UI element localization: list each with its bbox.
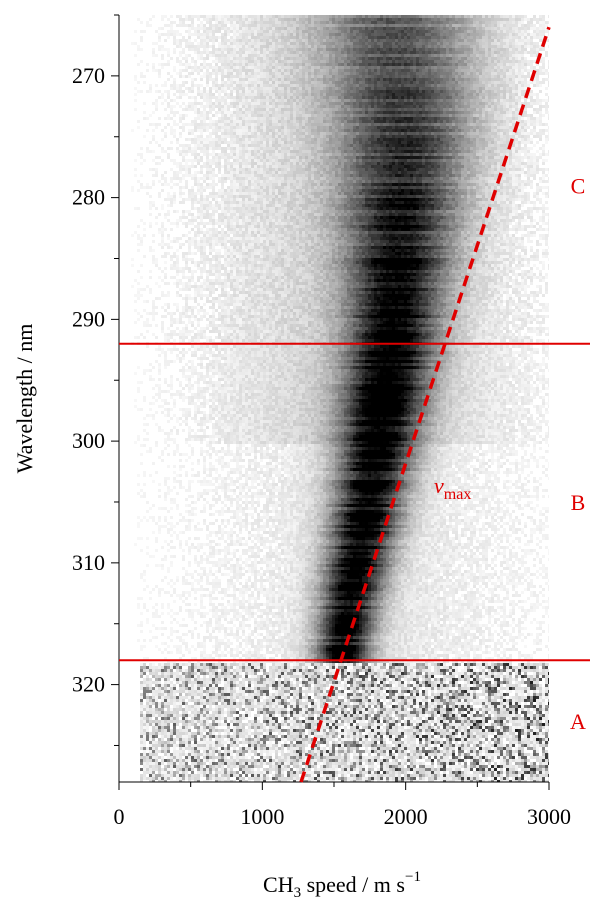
y-tick-label-320: 320 [72,672,105,697]
region-label-C: C [571,173,586,198]
y-tick-label-280: 280 [72,185,105,210]
region-label-A: A [570,709,586,734]
y-tick-label-270: 270 [72,63,105,88]
x-tick-label-1000: 1000 [240,804,284,829]
x-axis-title-part-3: −1 [405,869,421,885]
x-axis-title-part-2: speed / m s [301,872,405,897]
region-label-B: B [571,490,586,515]
x-axis-title-part-0: CH [263,872,294,897]
x-axis-title-part-1: 3 [294,885,302,899]
x-tick-label-3000: 3000 [527,804,571,829]
y-tick-label-310: 310 [72,550,105,575]
x-axis-title: CH3 speed / m s−1 [263,869,421,899]
x-tick-label-2000: 2000 [384,804,428,829]
vmax-label-symbol: v [434,473,444,498]
x-tick-label-0: 0 [114,804,125,829]
y-tick-label-300: 300 [72,428,105,453]
y-axis-title: Wavelength / nm [12,324,37,474]
y-tick-label-290: 290 [72,306,105,331]
heatmap [119,15,551,783]
vmax-label-subscript: max [444,486,472,503]
